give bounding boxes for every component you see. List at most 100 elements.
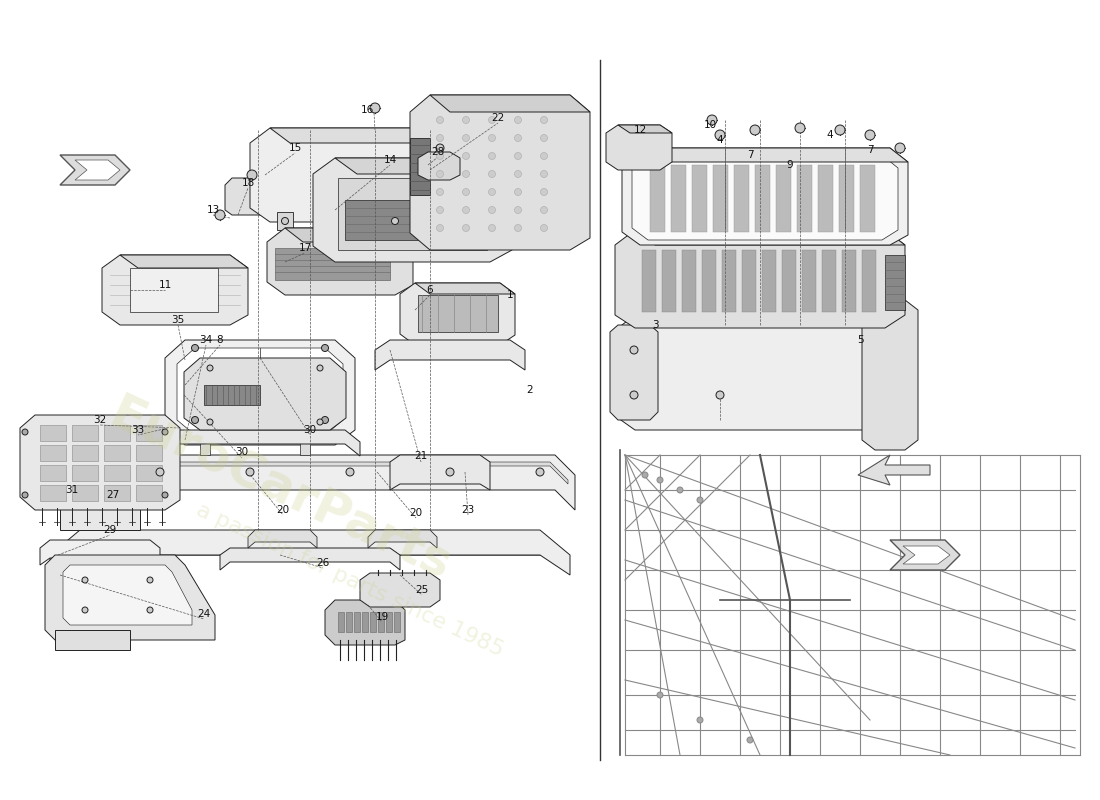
Circle shape — [437, 134, 443, 142]
Polygon shape — [338, 612, 344, 632]
Polygon shape — [204, 385, 260, 405]
Circle shape — [488, 117, 495, 123]
Polygon shape — [360, 573, 440, 607]
Text: 28: 28 — [431, 147, 444, 157]
Polygon shape — [818, 165, 833, 232]
Polygon shape — [40, 485, 66, 501]
Polygon shape — [40, 540, 159, 565]
Polygon shape — [755, 165, 770, 232]
Circle shape — [147, 607, 153, 613]
Polygon shape — [400, 283, 515, 345]
Text: 8: 8 — [217, 335, 223, 345]
Circle shape — [676, 487, 683, 493]
Polygon shape — [802, 250, 816, 312]
Polygon shape — [220, 548, 400, 570]
Circle shape — [835, 125, 845, 135]
Circle shape — [462, 206, 470, 214]
Polygon shape — [104, 445, 130, 461]
Circle shape — [515, 153, 521, 159]
Circle shape — [630, 391, 638, 399]
Polygon shape — [346, 612, 352, 632]
Polygon shape — [430, 95, 590, 112]
Circle shape — [488, 206, 495, 214]
Circle shape — [462, 170, 470, 178]
Text: 20: 20 — [276, 505, 289, 515]
Circle shape — [446, 468, 454, 476]
Polygon shape — [104, 425, 130, 441]
Polygon shape — [903, 546, 950, 564]
Circle shape — [317, 365, 323, 371]
Polygon shape — [112, 462, 568, 484]
Circle shape — [22, 492, 28, 498]
Polygon shape — [285, 228, 412, 242]
Text: 20: 20 — [409, 508, 422, 518]
Circle shape — [370, 103, 379, 113]
Polygon shape — [72, 425, 98, 441]
Text: 10: 10 — [703, 120, 716, 130]
Circle shape — [462, 117, 470, 123]
Circle shape — [437, 170, 443, 178]
Polygon shape — [136, 465, 162, 481]
Polygon shape — [742, 250, 756, 312]
Polygon shape — [336, 158, 512, 174]
Polygon shape — [692, 165, 707, 232]
Polygon shape — [734, 165, 749, 232]
Circle shape — [207, 365, 213, 371]
Text: 15: 15 — [288, 143, 301, 153]
Text: 35: 35 — [172, 315, 185, 325]
Text: 30: 30 — [304, 425, 317, 435]
Text: 22: 22 — [492, 113, 505, 123]
Polygon shape — [632, 155, 898, 240]
Circle shape — [317, 419, 323, 425]
Polygon shape — [248, 530, 317, 548]
Circle shape — [282, 218, 288, 225]
Circle shape — [750, 125, 760, 135]
Polygon shape — [72, 445, 98, 461]
Text: 4: 4 — [827, 130, 834, 140]
Circle shape — [321, 417, 329, 423]
Circle shape — [462, 153, 470, 159]
Polygon shape — [387, 212, 403, 230]
Polygon shape — [782, 250, 796, 312]
Polygon shape — [722, 250, 736, 312]
Circle shape — [795, 123, 805, 133]
Circle shape — [515, 225, 521, 231]
Polygon shape — [635, 230, 905, 245]
Polygon shape — [200, 430, 210, 455]
Text: 5: 5 — [857, 335, 864, 345]
Text: 25: 25 — [416, 585, 429, 595]
Polygon shape — [63, 565, 192, 625]
Text: 6: 6 — [427, 285, 433, 295]
Polygon shape — [40, 465, 66, 481]
Polygon shape — [618, 125, 672, 133]
Polygon shape — [75, 160, 120, 180]
Polygon shape — [104, 465, 130, 481]
Polygon shape — [102, 255, 248, 325]
Polygon shape — [226, 178, 275, 215]
Text: 17: 17 — [298, 243, 311, 253]
Circle shape — [515, 206, 521, 214]
Circle shape — [895, 143, 905, 153]
Polygon shape — [890, 540, 960, 570]
Circle shape — [246, 468, 254, 476]
Circle shape — [657, 477, 663, 483]
Circle shape — [540, 206, 548, 214]
Circle shape — [437, 117, 443, 123]
Text: 7: 7 — [747, 150, 754, 160]
Polygon shape — [650, 165, 666, 232]
Circle shape — [540, 153, 548, 159]
Circle shape — [156, 468, 164, 476]
Circle shape — [865, 130, 874, 140]
Circle shape — [22, 429, 28, 435]
Circle shape — [715, 130, 725, 140]
Text: 27: 27 — [107, 490, 120, 500]
Circle shape — [630, 346, 638, 354]
Polygon shape — [177, 348, 343, 435]
Polygon shape — [862, 250, 876, 312]
Polygon shape — [390, 455, 490, 490]
Polygon shape — [394, 612, 400, 632]
Polygon shape — [314, 158, 512, 262]
Polygon shape — [762, 250, 776, 312]
Circle shape — [540, 225, 548, 231]
Polygon shape — [362, 612, 369, 632]
